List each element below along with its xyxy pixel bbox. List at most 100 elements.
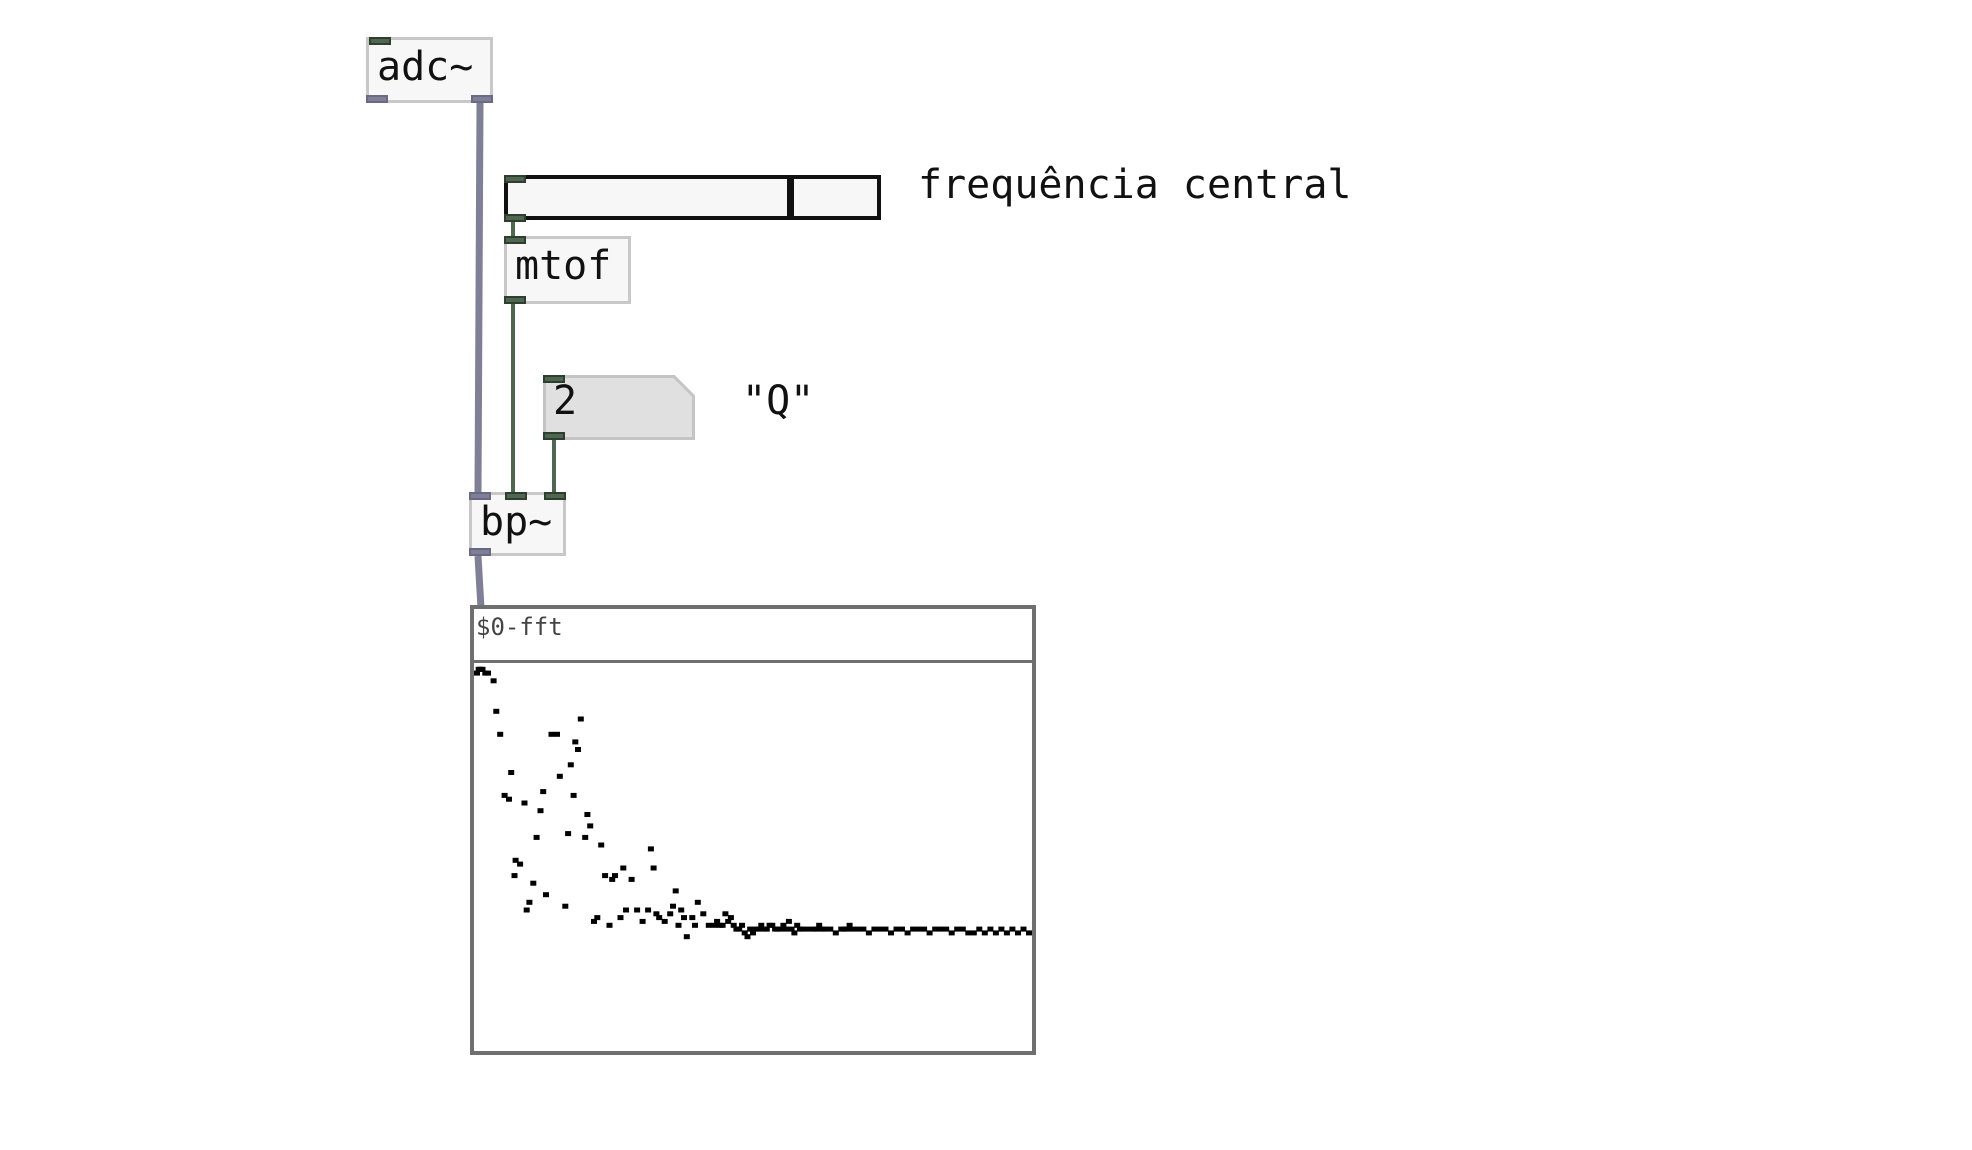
adc-outlet-right[interactable]: [471, 95, 493, 103]
array-point: [854, 926, 861, 932]
array-point: [813, 926, 820, 932]
array-point: [741, 930, 748, 936]
array-point: [521, 800, 528, 806]
array-point: [725, 918, 732, 924]
array-point: [474, 670, 480, 676]
array-point: [570, 792, 577, 798]
array-point: [865, 930, 872, 936]
array-point: [987, 926, 994, 932]
array-point: [628, 876, 635, 882]
array-point: [904, 930, 911, 936]
mtof-object-label: mtof: [515, 243, 612, 289]
array-point: [540, 789, 547, 795]
array-plot: [474, 666, 1032, 940]
array-point: [821, 926, 828, 932]
array-point: [577, 716, 584, 722]
array-point: [970, 930, 977, 936]
array-point: [959, 926, 966, 932]
array-point: [572, 739, 579, 745]
adc-object-label: adc~: [377, 44, 474, 90]
array-point: [915, 926, 922, 932]
array-point: [567, 762, 574, 768]
bp-inlet-signal[interactable]: [469, 492, 491, 500]
array-point: [785, 918, 792, 924]
array-point: [501, 792, 508, 798]
array-point: [694, 899, 701, 905]
array-point: [1003, 930, 1010, 936]
number-box-shape: [543, 375, 695, 440]
array-point: [783, 926, 790, 932]
frequency-slider[interactable]: [504, 175, 881, 220]
slider-inlet[interactable]: [504, 175, 526, 183]
array-point: [667, 911, 674, 917]
center-frequency-comment: frequência central: [918, 162, 1352, 208]
array-point: [719, 922, 726, 928]
array-point: [653, 911, 660, 917]
array-point: [672, 888, 679, 894]
array-point: [780, 922, 787, 928]
array-point: [843, 926, 850, 932]
bp-object[interactable]: bp~: [469, 492, 566, 556]
array-point: [689, 915, 696, 921]
mtof-outlet[interactable]: [504, 296, 526, 304]
array-point: [683, 934, 690, 940]
array-point: [620, 865, 627, 871]
array-point: [479, 666, 486, 672]
array-point: [832, 930, 839, 936]
bp-inlet-q[interactable]: [544, 492, 566, 500]
mtof-object[interactable]: mtof: [504, 236, 631, 304]
array-point: [650, 865, 657, 871]
array-point: [877, 926, 883, 932]
array-point: [548, 731, 555, 737]
array-point: [954, 926, 961, 932]
array-point: [849, 926, 856, 932]
slider-knob[interactable]: [787, 179, 794, 216]
array-point: [948, 930, 955, 936]
mtof-inlet[interactable]: [504, 236, 526, 244]
array-point: [739, 922, 745, 928]
number-box-inlet[interactable]: [543, 375, 565, 383]
array-point: [656, 915, 663, 921]
array-point: [530, 880, 537, 886]
array-point: [744, 934, 751, 940]
array-point: [511, 873, 518, 879]
fft-array-graph[interactable]: $0-fft: [470, 605, 1036, 1055]
array-point: [714, 918, 721, 924]
array-point: [554, 731, 560, 737]
q-number-box[interactable]: 2: [543, 375, 695, 440]
array-point: [645, 907, 652, 913]
adc-object[interactable]: adc~: [366, 37, 493, 103]
array-point: [602, 873, 609, 879]
array-point: [517, 861, 524, 867]
array-point: [497, 731, 504, 737]
array-point: [937, 926, 944, 932]
array-point: [992, 930, 999, 936]
array-point: [1026, 930, 1032, 936]
number-box-outlet[interactable]: [543, 432, 565, 440]
array-point: [860, 926, 867, 932]
array-point: [711, 922, 718, 928]
number-box-value: 2: [553, 378, 578, 424]
signal-cord-bp-to-array[interactable]: [474, 555, 485, 609]
array-point: [943, 926, 950, 932]
array-point: [791, 930, 798, 936]
array-point: [816, 922, 823, 928]
adc-inlet[interactable]: [369, 37, 391, 45]
array-point: [758, 922, 765, 928]
array-point: [769, 922, 776, 928]
slider-outlet[interactable]: [504, 214, 526, 222]
array-point: [617, 915, 624, 921]
array-point: [736, 926, 743, 932]
array-point: [981, 930, 988, 936]
bp-inlet-frequency[interactable]: [505, 492, 527, 500]
array-point: [788, 926, 795, 932]
bp-outlet[interactable]: [469, 548, 491, 556]
array-point: [882, 926, 889, 932]
array-point: [543, 892, 549, 898]
array-point: [932, 926, 939, 932]
adc-outlet-left[interactable]: [366, 95, 388, 103]
signal-cord-adc-to-bp[interactable]: [474, 102, 484, 493]
array-point: [526, 899, 533, 905]
array-point: [523, 907, 530, 913]
